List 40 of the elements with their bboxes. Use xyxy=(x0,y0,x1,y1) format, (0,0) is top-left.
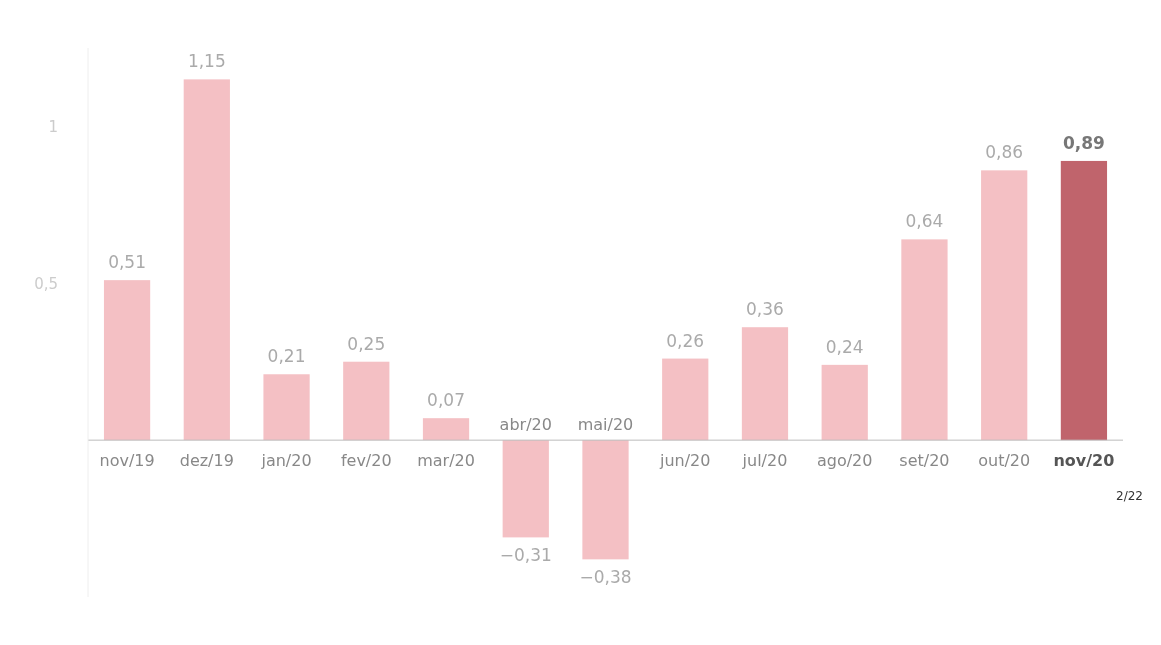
x-tick-label: set/20 xyxy=(899,451,950,471)
x-tick-label: jan/20 xyxy=(260,451,312,471)
bar xyxy=(582,440,629,560)
data-label: 0,89 xyxy=(1062,132,1105,153)
bar xyxy=(103,280,151,441)
x-tick-label: mar/20 xyxy=(417,451,475,471)
x-tick-label: out/20 xyxy=(978,451,1031,471)
data-label: 0,51 xyxy=(108,252,146,273)
data-label: −0,38 xyxy=(579,567,632,588)
bar xyxy=(422,418,470,441)
x-tick-label: nov/19 xyxy=(99,451,155,471)
x-tick-label: dez/19 xyxy=(179,451,234,471)
data-label: 0,21 xyxy=(267,346,306,367)
bar xyxy=(662,358,709,441)
x-tick-label: ago/20 xyxy=(816,451,873,471)
bar xyxy=(1060,160,1108,441)
data-label: 0,07 xyxy=(427,390,465,411)
x-tick-label: nov/20 xyxy=(1053,451,1115,471)
data-label: 0,25 xyxy=(347,333,386,354)
bar xyxy=(821,364,868,441)
data-label: 0,86 xyxy=(985,142,1024,163)
data-label: 0,64 xyxy=(905,211,944,232)
data-label: 0,26 xyxy=(666,330,705,351)
bar xyxy=(502,440,549,538)
bar xyxy=(981,170,1028,441)
bar xyxy=(183,79,230,441)
x-tick-label: fev/20 xyxy=(340,451,392,471)
data-label: −0,31 xyxy=(499,545,552,566)
bar xyxy=(343,361,390,441)
data-label: 1,15 xyxy=(187,51,226,72)
x-tick-label: mai/20 xyxy=(577,415,634,435)
bar xyxy=(263,374,310,441)
x-tick-label: jun/20 xyxy=(659,451,711,471)
data-label: 0,24 xyxy=(825,336,864,357)
annotation: 2/22 xyxy=(1116,489,1143,504)
bar xyxy=(741,327,789,441)
bar xyxy=(901,239,948,441)
x-tick-label: jul/20 xyxy=(741,451,788,471)
data-label: 0,36 xyxy=(746,299,784,320)
x-tick-label: abr/20 xyxy=(499,415,552,435)
